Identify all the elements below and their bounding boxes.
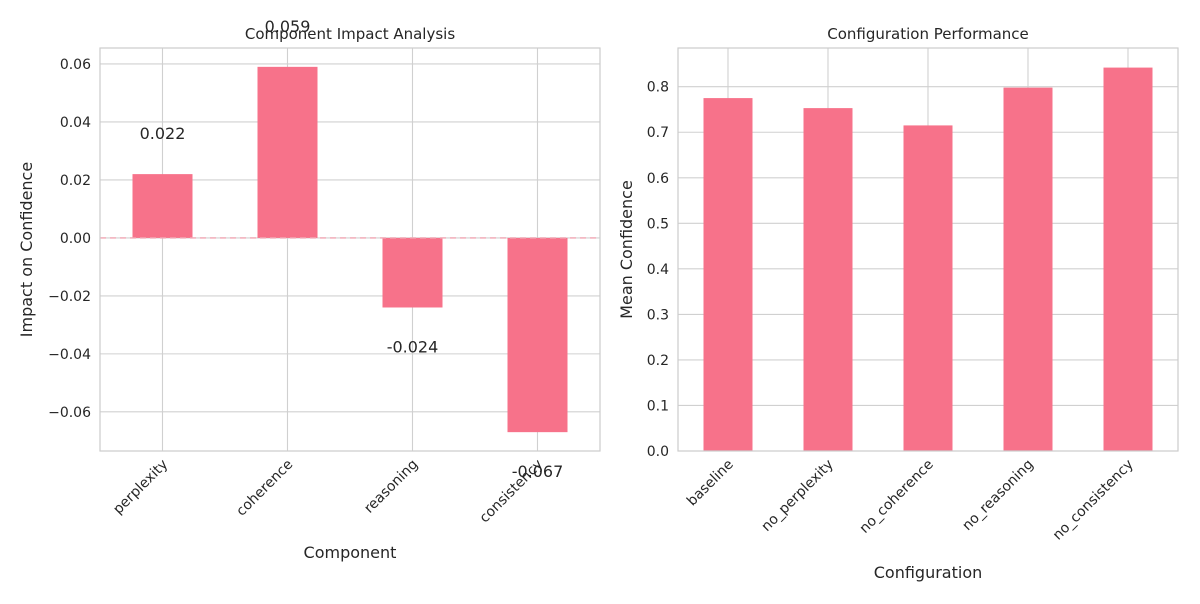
bar-consistency [507,237,568,433]
y-tick-label: 0.1 [647,398,669,414]
y-tick-label: 0.02 [60,173,91,189]
x-tick-label: coherence [233,457,296,520]
y-tick-label: 0.8 [647,80,669,96]
plot-frame [99,47,601,452]
bar-no_consistency [1103,67,1153,452]
y-tick-label: 0.7 [647,125,669,141]
x-tick-label: no_coherence [857,457,937,537]
x-tick-label: no_reasoning [959,457,1036,534]
chart-panel-1: −0.06 −0.04 −0.02 0.00 0.02 0.04 0.06 perplexit… [17,17,601,562]
x-axis-label: Configuration [874,563,983,582]
y-tick-label: 0.5 [647,216,669,232]
y-tick-label: 0.4 [647,262,669,278]
y-tick-label: 0.06 [60,57,91,73]
data-label-consistency: -0.067 [512,462,564,481]
x-tick-label: perplexity [110,457,171,518]
bar-perplexity [132,174,193,238]
data-label-coherence: 0.059 [265,17,311,36]
y-tick-label: 0.0 [647,444,669,460]
data-label-perplexity: 0.022 [140,124,186,143]
y-tick-label: 0.04 [60,115,91,131]
y-tick-label: 0.6 [647,171,669,187]
y-axis-label: Impact on Confidence [17,162,36,337]
x-tick-label: reasoning [361,457,421,517]
y-tick-label: −0.06 [48,405,91,421]
plot-frame [677,47,1179,452]
y-axis-label: Mean Confidence [617,180,636,319]
bar-coherence [257,66,318,238]
bar-no_reasoning [1003,87,1053,452]
bar-reasoning [382,237,443,308]
bar-no_coherence [903,125,953,452]
chart-panel-2: 0.0 0.1 0.2 0.3 0.4 0.5 0.6 0.7 0.8 baseline no_pe… [617,25,1179,582]
y-tick-label: 0.3 [647,307,669,323]
y-tick-label: 0.00 [60,231,91,247]
chart-title: Component Impact Analysis [245,25,455,43]
bar-baseline [703,98,753,451]
y-tick-label: −0.04 [48,347,91,363]
x-tick-label: no_perplexity [758,457,836,535]
x-tick-label: baseline [684,457,737,510]
x-axis-label: Component [304,543,397,562]
y-tick-label: −0.02 [48,289,91,305]
chart-title: Configuration Performance [827,25,1029,43]
x-tick-label: no_consistency [1050,457,1137,544]
bar-no_perplexity [803,108,853,452]
data-label-reasoning: -0.024 [387,337,439,356]
y-tick-label: 0.2 [647,353,669,369]
